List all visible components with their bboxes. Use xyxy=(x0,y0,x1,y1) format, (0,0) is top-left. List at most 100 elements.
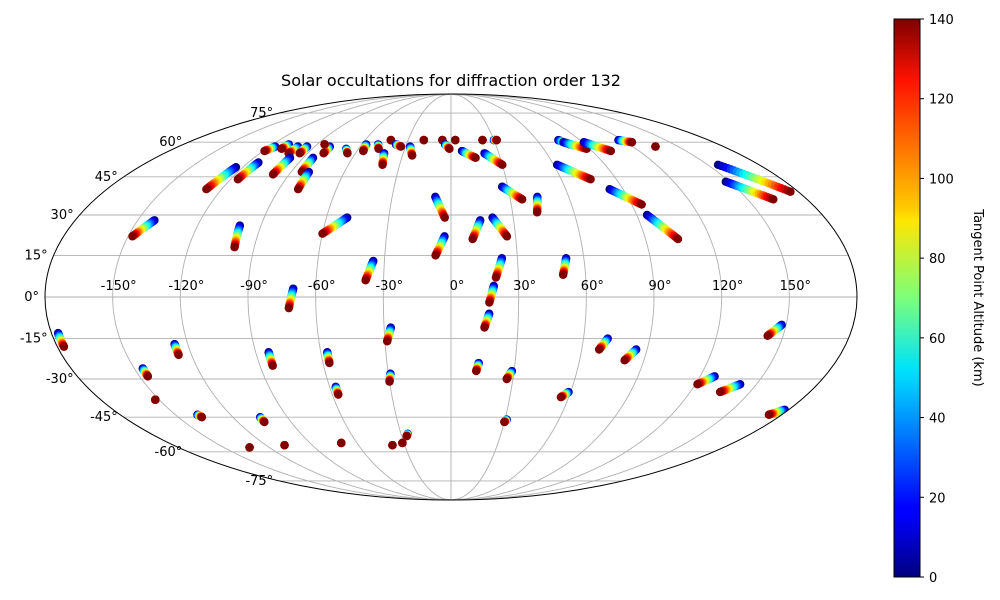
track-point xyxy=(556,392,566,402)
track-point xyxy=(143,372,153,381)
occultation-track xyxy=(151,395,160,404)
track-point xyxy=(764,410,774,419)
track-point xyxy=(468,234,477,244)
occultation-track xyxy=(402,429,412,441)
occultation-track xyxy=(230,221,245,252)
track-point xyxy=(637,200,646,209)
occultation-track xyxy=(614,135,637,147)
track-point xyxy=(293,185,303,194)
track-point xyxy=(471,153,480,163)
occultation-track xyxy=(245,443,254,452)
track-point xyxy=(202,185,211,194)
occultation-track xyxy=(138,364,153,381)
grid-layer xyxy=(45,94,857,500)
occultation-track xyxy=(378,149,389,170)
track-point xyxy=(245,443,254,452)
occultation-track xyxy=(440,140,454,153)
lat-tick-label: 30° xyxy=(51,208,74,223)
lon-tick-label: 30° xyxy=(513,279,536,294)
occultation-track xyxy=(202,162,241,194)
colorbar: 0 20 40 60 80 100 120 140 Tangent Point Altitud… xyxy=(893,13,985,586)
occultation-track xyxy=(193,410,207,422)
lat-tick-label: -15° xyxy=(20,332,48,347)
occultation-track xyxy=(341,144,352,158)
track-point xyxy=(502,232,512,241)
colorbar-tick-label: 100 xyxy=(929,172,954,187)
occultation-track xyxy=(264,348,277,370)
track-point xyxy=(651,142,660,151)
occultation-track xyxy=(373,140,383,153)
track-point xyxy=(319,149,328,158)
lat-tick-label: -30° xyxy=(46,372,74,387)
lat-tick-label: 60° xyxy=(159,135,182,150)
occultation-track xyxy=(491,253,507,282)
track-point xyxy=(502,374,511,384)
occultation-track xyxy=(359,140,371,156)
track-point xyxy=(337,438,346,448)
occultation-track xyxy=(480,149,507,170)
lon-tick-label: 90° xyxy=(648,279,671,294)
occultation-track xyxy=(502,366,517,384)
track-point xyxy=(280,441,289,450)
occultation-track xyxy=(594,334,612,354)
track-point xyxy=(492,135,501,145)
track-point xyxy=(606,146,616,156)
track-point xyxy=(620,356,629,365)
lat-tick-label: -75° xyxy=(245,474,273,489)
lat-tick-label: 15° xyxy=(25,248,48,263)
occultation-track xyxy=(280,441,289,450)
occultation-track xyxy=(713,160,795,196)
occultation-track xyxy=(295,142,312,158)
track-point xyxy=(472,366,481,376)
colorbar-tick-label: 120 xyxy=(929,93,954,108)
occultation-track xyxy=(391,140,406,151)
track-point xyxy=(419,135,429,145)
track-point xyxy=(532,208,542,217)
lat-tick-label: 75° xyxy=(250,106,273,121)
track-layer xyxy=(53,135,795,452)
occultation-track xyxy=(53,328,69,351)
occultation-track xyxy=(764,405,790,419)
occultation-track xyxy=(260,142,280,156)
track-point xyxy=(769,195,778,204)
track-point xyxy=(451,135,460,145)
track-point xyxy=(268,170,278,179)
occultation-track xyxy=(721,177,778,204)
lon-tick-label: -150° xyxy=(101,279,137,294)
occultation-track xyxy=(284,284,298,313)
occultation-track xyxy=(500,415,511,427)
map-plot: -150° -120° -90° -60° -30° 0° 30° 60° 90° 120° 150… xyxy=(20,93,858,501)
occultation-track xyxy=(497,182,527,204)
lon-tick-label: 120° xyxy=(712,279,743,294)
colorbar-tick-label: 40 xyxy=(929,412,946,427)
track-point xyxy=(174,350,183,360)
track-point xyxy=(334,390,343,399)
track-point xyxy=(491,273,501,282)
occultation-track xyxy=(485,281,498,307)
colorbar-label: Tangent Point Altitude (km) xyxy=(970,208,985,386)
track-point xyxy=(673,234,683,244)
occultation-track xyxy=(468,216,485,244)
occultation-track xyxy=(337,438,346,448)
lat-tick-label: -45° xyxy=(90,410,118,425)
track-point xyxy=(693,380,702,389)
occultation-track xyxy=(255,412,269,427)
occultation-track xyxy=(233,158,263,184)
occultation-track xyxy=(431,192,449,222)
track-point xyxy=(396,142,406,151)
occultation-track xyxy=(693,372,719,389)
track-point xyxy=(431,251,440,260)
lon-tick-label: 60° xyxy=(581,279,604,294)
track-point xyxy=(398,438,407,448)
track-point xyxy=(586,175,595,184)
occultation-track xyxy=(451,135,460,145)
occultation-track xyxy=(388,441,397,450)
track-point xyxy=(320,140,329,149)
occultation-track xyxy=(382,323,395,346)
occultation-track xyxy=(556,387,573,402)
track-point xyxy=(378,160,387,170)
track-point xyxy=(260,417,269,427)
occultation-track xyxy=(620,345,641,365)
occultation-track xyxy=(331,382,343,399)
occultation-track xyxy=(361,256,378,285)
